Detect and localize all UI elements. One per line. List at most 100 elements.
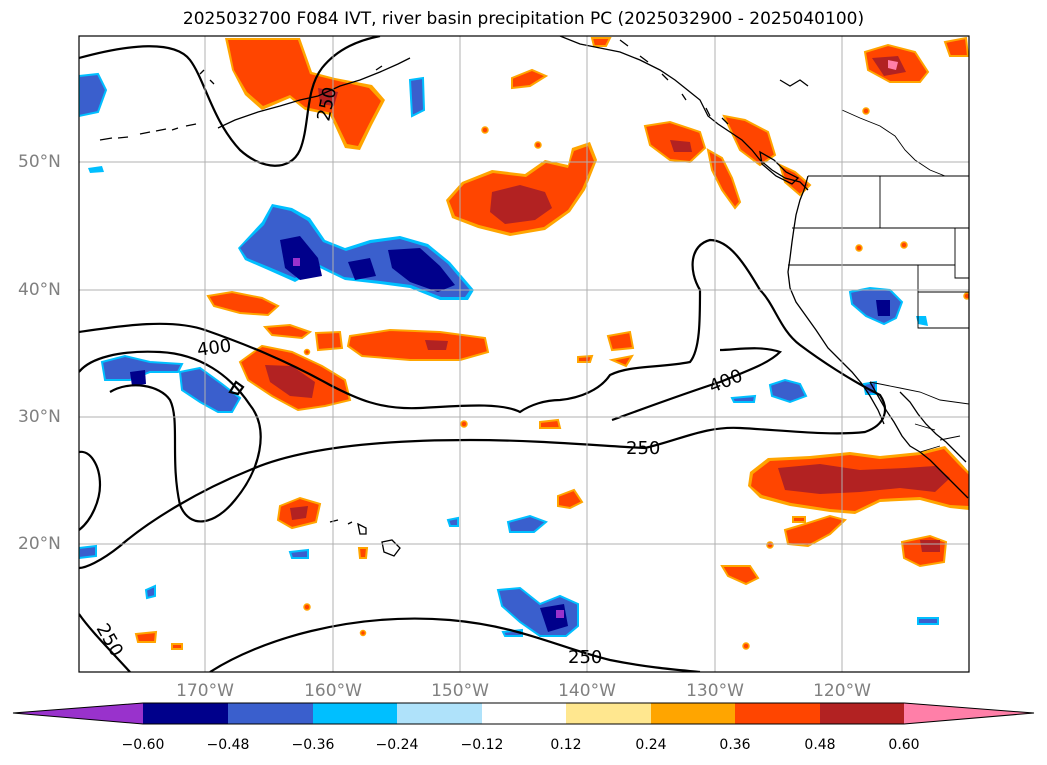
precip-negative-area	[556, 610, 564, 618]
colorbar-tick-label: 0.48	[804, 737, 836, 753]
precip-positive-area	[720, 565, 760, 586]
lon-label-170w: 170°W	[176, 681, 234, 701]
precip-negative-area	[280, 236, 322, 280]
precip-negative-area	[144, 584, 156, 600]
precip-negative-area	[348, 258, 376, 280]
precip-positive-area	[425, 340, 448, 350]
lat-label-20n: 20°N	[18, 534, 61, 554]
precip-positive-area	[265, 365, 315, 398]
colorbar-bin	[566, 703, 651, 724]
precip-positive-area	[171, 643, 183, 650]
alaska-peninsula-coast	[217, 57, 411, 129]
pacific-northwest-coast	[787, 175, 885, 425]
colorbar-bin	[735, 703, 820, 724]
contour-label: 250	[626, 438, 660, 459]
colorbar-bin	[651, 703, 735, 724]
precip-positive-area	[262, 323, 313, 340]
precip-negative-area	[293, 258, 300, 266]
precip-positive-area	[303, 348, 311, 356]
precip-positive-area	[742, 642, 750, 650]
precip-positive-area	[303, 603, 311, 611]
precip-positive-area	[706, 148, 742, 210]
gridlines	[79, 36, 969, 672]
colorbar-tick-label: −0.60	[121, 737, 165, 753]
precip-negative-area	[288, 548, 309, 559]
precip-positive-area	[577, 354, 594, 363]
precip-positive-area	[920, 540, 940, 552]
precip-positive-area	[359, 629, 367, 637]
precip-positive-area	[357, 547, 369, 559]
precip-negative-area	[388, 248, 455, 292]
ivt-contour-line	[228, 380, 245, 396]
precip-negative-area	[178, 366, 242, 413]
contour-label: 250	[568, 647, 602, 668]
precip-positive-area	[134, 630, 158, 643]
colorbar-tick-label: −0.36	[291, 737, 335, 753]
precip-positive-area	[766, 541, 774, 549]
ivt-contour-line	[79, 350, 262, 523]
colorbar-tick-label: 0.12	[550, 737, 582, 753]
colorbar-max-extension	[904, 703, 1034, 724]
precip-negative-area	[88, 166, 104, 173]
lon-label-140w: 140°W	[558, 681, 616, 701]
precip-positive-area	[606, 330, 635, 352]
colorbar-bin	[820, 703, 904, 724]
precip-positive-area	[888, 60, 898, 70]
colorbar-outline	[12, 702, 1035, 725]
precip-positive-area	[290, 506, 308, 520]
precip-positive-area	[670, 140, 692, 152]
ivt-contour-line	[79, 613, 131, 672]
negative-pc-shading	[79, 72, 939, 637]
precip-negative-area	[916, 316, 928, 326]
precip-positive-area	[557, 488, 584, 510]
precip-positive-area	[206, 290, 280, 317]
precip-negative-area	[446, 516, 459, 527]
colorbar-bin	[397, 703, 482, 724]
precip-negative-area	[130, 370, 146, 386]
lat-label-50n: 50°N	[18, 152, 61, 172]
alaska-coast-fragments	[199, 65, 809, 87]
precip-positive-area	[228, 40, 381, 146]
lat-label-30n: 30°N	[18, 407, 61, 427]
colorbar-bin	[313, 703, 397, 724]
precip-positive-area	[460, 420, 468, 428]
positive-pc-shading	[134, 36, 969, 650]
mexico-state-borders	[914, 423, 961, 453]
colorbar-bin	[143, 703, 228, 724]
lat-label-40n: 40°N	[18, 280, 61, 300]
political-borders	[788, 36, 969, 453]
contour-label: 400	[196, 335, 233, 361]
southeast-alaska-islands	[619, 39, 729, 125]
precip-positive-area	[943, 36, 969, 57]
precip-positive-area	[590, 37, 612, 47]
precip-positive-area	[534, 141, 542, 149]
hawaii-islands	[329, 519, 401, 557]
precip-positive-area	[490, 185, 552, 224]
precip-negative-area	[100, 354, 184, 381]
ivt-contour-line	[209, 617, 701, 672]
lon-label-150w: 150°W	[431, 681, 489, 701]
precip-positive-area	[900, 241, 908, 249]
alaska-panhandle-coast	[559, 36, 809, 191]
canada-alaska-border	[841, 36, 946, 177]
precip-negative-area	[768, 378, 808, 404]
precip-negative-area	[506, 514, 548, 533]
baja-coast	[869, 381, 969, 499]
ivt-contour-line	[611, 347, 783, 422]
colorbar-tick-label: 0.60	[888, 737, 920, 753]
precip-negative-area	[408, 76, 426, 118]
precip-positive-area	[778, 464, 950, 494]
precip-positive-area	[481, 126, 489, 134]
precip-positive-area	[539, 418, 562, 429]
colorbar-tick-label: −0.12	[460, 737, 504, 753]
precip-negative-area	[79, 544, 97, 560]
colorbar-tick-label: 0.36	[719, 737, 751, 753]
precip-negative-area	[876, 300, 890, 316]
map-frame	[78, 35, 970, 673]
ivt-contour-line	[79, 36, 381, 167]
colorbar-tick-label: −0.48	[206, 737, 250, 753]
colorbar-tick-label: −0.24	[375, 737, 419, 753]
precip-positive-area	[511, 68, 549, 90]
colorbar-min-extension	[13, 703, 143, 724]
